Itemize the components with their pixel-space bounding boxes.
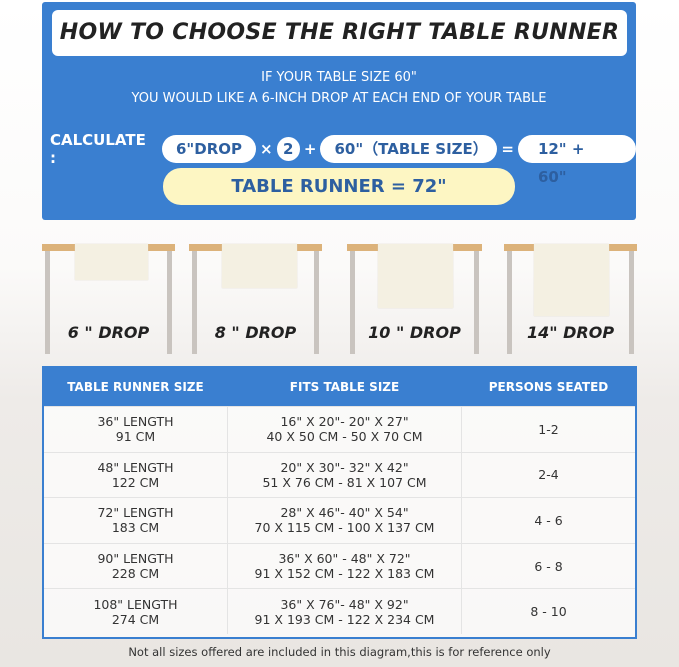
table-size-pill: 60"（TABLE SIZE） [320, 135, 498, 163]
intro-line-1: IF YOUR TABLE SIZE 60" [261, 70, 417, 85]
fits-table-size-cell: 36" X 76"- 48" X 92" 91 X 193 CM - 122 X … [227, 589, 462, 634]
runner-size-cell: 90" LENGTH 228 CM [44, 551, 227, 581]
sum-pill: 12" + 60" [517, 135, 636, 186]
table-illustration-10 [347, 244, 482, 354]
table-row: 36" LENGTH 91 CM 16" X 20"- 20" X 27" 40 X… [44, 406, 635, 452]
drop-label: 14" DROP [526, 323, 615, 342]
fits-cm: 91 X 193 CM - 122 X 234 CM [254, 611, 435, 627]
page-title: HOW TO CHOOSE THE RIGHT TABLE RUNNER [52, 10, 627, 56]
length-inches: 36" LENGTH [97, 414, 174, 430]
footnote: Not all sizes offered are included in th… [128, 645, 551, 659]
persons-seated-cell: 8 - 10 [530, 604, 567, 620]
runner-size-cell: 48" LENGTH 122 CM [44, 460, 227, 490]
header-persons-seated: PERSONS SEATED [488, 380, 609, 394]
length-cm: 228 CM [111, 566, 160, 582]
runner-size-cell: 72" LENGTH 183 CM [44, 505, 227, 535]
length-inches: 72" LENGTH [97, 505, 174, 521]
intro-line-2: YOU WOULD LIKE A 6-INCH DROP AT EACH END… [131, 91, 547, 106]
runner [378, 244, 453, 308]
fits-cm: 51 X 76 CM - 81 X 107 CM [262, 474, 427, 490]
runner [534, 244, 609, 316]
fits-inches: 20" X 30"- 32" X 42" [280, 459, 409, 475]
table-row: 72" LENGTH 183 CM 28" X 46"- 40" X 54" 70 … [44, 497, 635, 543]
table-row: 90" LENGTH 228 CM 36" X 60" - 48" X 72" 91… [44, 542, 635, 589]
drop-label: 6 " DROP [67, 323, 150, 342]
fits-inches: 28" X 46"- 40" X 54" [280, 505, 409, 521]
table-illustration-14 [504, 244, 637, 354]
times-sign: × [259, 140, 273, 158]
table-row: 108" LENGTH 274 CM 36" X 76"- 48" X 92" 91… [44, 588, 635, 634]
runner [75, 244, 148, 280]
fits-table-size-cell: 20" X 30"- 32" X 42" 51 X 76 CM - 81 X 10… [227, 452, 462, 498]
fits-table-size-cell: 28" X 46"- 40" X 54" 70 X 115 CM - 100 X … [227, 498, 462, 543]
fits-inches: 16" X 20"- 20" X 27" [280, 414, 409, 430]
fits-cm: 70 X 115 CM - 100 X 137 CM [254, 520, 435, 536]
drop-pill: 6"DROP [161, 135, 256, 163]
fits-table-size-cell: 36" X 60" - 48" X 72" 91 X 152 CM - 122 X… [227, 543, 462, 589]
plus-sign: + [303, 140, 317, 158]
length-cm: 183 CM [111, 520, 160, 536]
runner-size-cell: 108" LENGTH 274 CM [44, 597, 227, 627]
persons-seated-cell: 6 - 8 [534, 558, 563, 574]
fits-inches: 36" X 76"- 48" X 92" [280, 596, 409, 612]
equals-sign: = [501, 140, 514, 158]
header-runner-size: TABLE RUNNER SIZE [67, 380, 204, 394]
length-inches: 90" LENGTH [97, 551, 174, 567]
calculation-panel: HOW TO CHOOSE THE RIGHT TABLE RUNNER IF … [42, 2, 636, 220]
calculate-label: CALCULATE : [50, 131, 146, 167]
persons-seated-cell: 2-4 [538, 467, 559, 483]
fits-table-size-cell: 16" X 20"- 20" X 27" 40 X 50 CM - 50 X 70… [227, 407, 462, 452]
length-cm: 274 CM [111, 611, 160, 627]
table-illustration-6 [42, 244, 175, 354]
runner-size-cell: 36" LENGTH 91 CM [44, 414, 227, 444]
fits-cm: 40 X 50 CM - 50 X 70 CM [266, 429, 423, 445]
length-inches: 108" LENGTH [93, 596, 178, 612]
fits-cm: 91 X 152 CM - 122 X 183 CM [254, 566, 435, 582]
runner [222, 244, 297, 288]
length-cm: 91 CM [115, 429, 156, 445]
length-inches: 48" LENGTH [97, 459, 174, 475]
persons-seated-cell: 4 - 6 [534, 512, 563, 528]
result-pill: TABLE RUNNER = 72" [163, 168, 515, 205]
table-illustration-8 [189, 244, 322, 354]
calculation-row: CALCULATE : 6"DROP × 2 + 60"（TABLE SIZE）… [50, 131, 636, 186]
drop-label: 10 " DROP [368, 323, 461, 342]
size-table: TABLE RUNNER SIZE FITS TABLE SIZE PERSON… [42, 366, 637, 639]
persons-seated-cell: 1-2 [538, 421, 559, 437]
fits-inches: 36" X 60" - 48" X 72" [278, 551, 411, 567]
table-row: 48" LENGTH 122 CM 20" X 30"- 32" X 42" 51 … [44, 451, 635, 498]
two-circle: 2 [276, 137, 300, 161]
drop-label: 8 " DROP [214, 323, 297, 342]
length-cm: 122 CM [111, 474, 160, 490]
header-fits-table-size: FITS TABLE SIZE [289, 380, 400, 394]
table-header: TABLE RUNNER SIZE FITS TABLE SIZE PERSON… [44, 368, 635, 406]
